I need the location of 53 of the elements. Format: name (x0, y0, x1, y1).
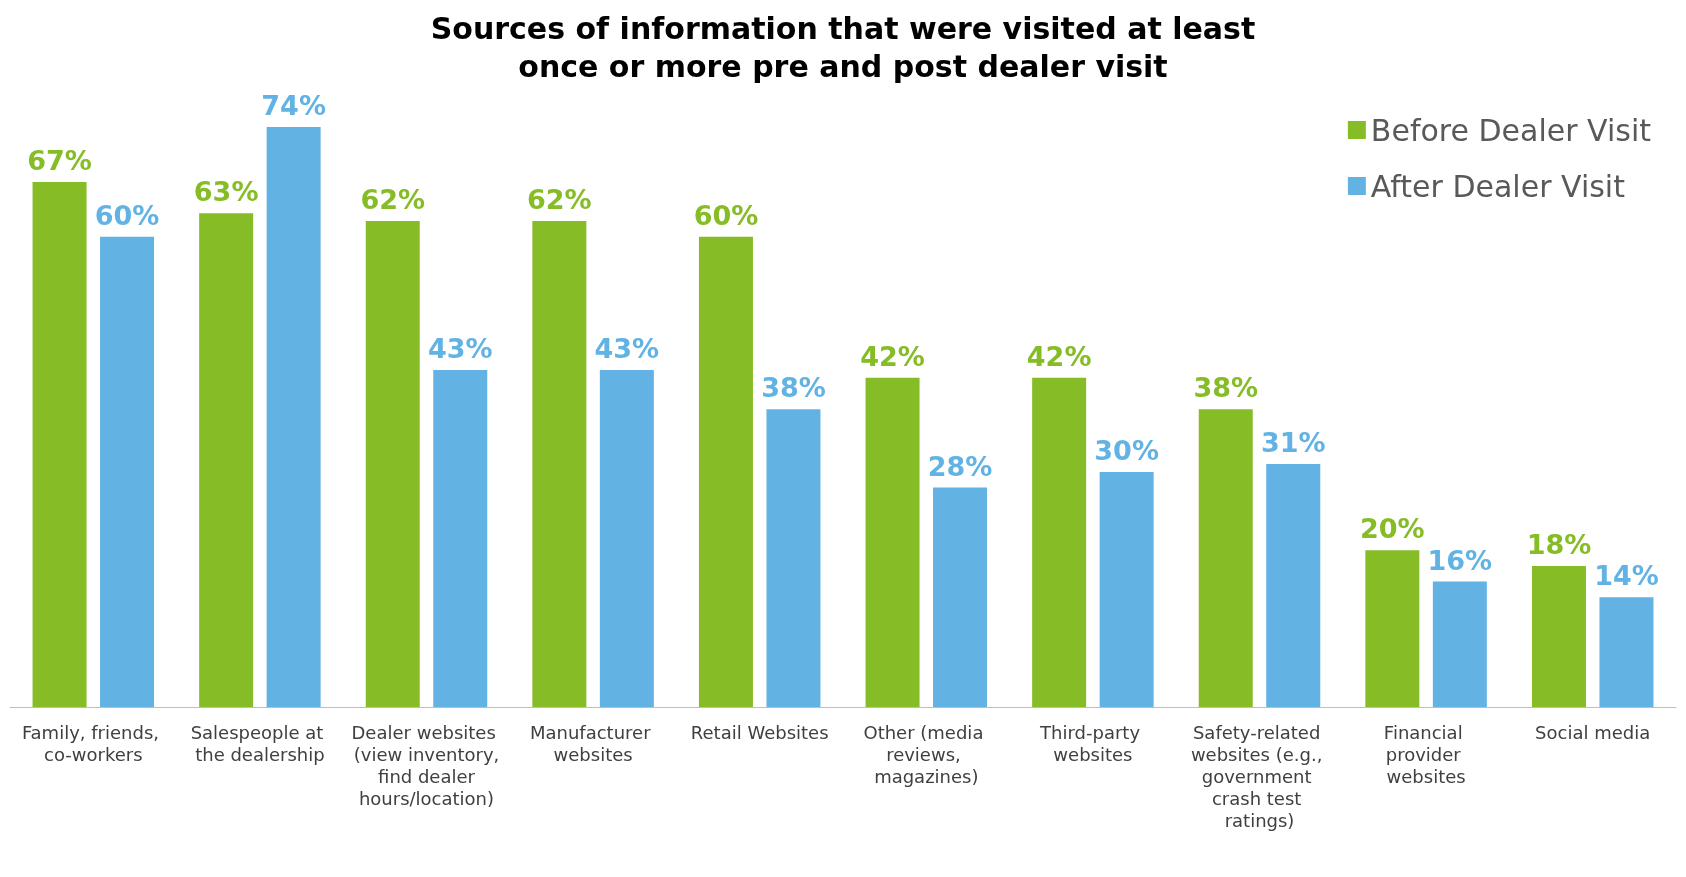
bar (1198, 409, 1253, 707)
legend-label: After Dealer Visit (1370, 168, 1626, 204)
bar (1531, 565, 1586, 707)
bar (433, 369, 488, 707)
x-tick-label: Manufacturer websites (529, 721, 657, 765)
bar (766, 409, 821, 707)
data-label: 42% (1026, 340, 1092, 372)
bar (266, 127, 321, 707)
x-tick-label: Dealer websites (view inventory, find dealer hours/location) (351, 721, 502, 809)
bar (365, 221, 420, 707)
bar (1032, 377, 1087, 707)
data-label: 31% (1260, 427, 1326, 459)
data-label: 18% (1526, 528, 1592, 560)
bar (1599, 597, 1654, 707)
bar (1432, 581, 1487, 707)
legend-label: Before Dealer Visit (1370, 112, 1652, 148)
x-tick-label: Family, friends, co-workers (21, 721, 165, 765)
bar (199, 213, 254, 707)
bar (933, 487, 988, 707)
data-label: 42% (860, 340, 925, 372)
bar (100, 236, 155, 707)
x-tick-label: Retail Websites (690, 721, 829, 743)
data-label: 60% (94, 199, 160, 231)
bar (32, 181, 87, 707)
data-label: 16% (1427, 544, 1493, 576)
data-label: 30% (1094, 434, 1159, 466)
data-label: 62% (527, 184, 592, 216)
bar (599, 369, 654, 707)
x-tick-label: Other (media reviews, magazines) (863, 721, 990, 787)
data-label: 74% (261, 90, 326, 122)
data-label: 43% (594, 332, 660, 364)
data-label: 14% (1594, 560, 1659, 592)
bar (698, 236, 753, 707)
data-label: 63% (193, 176, 259, 208)
data-label: 38% (761, 372, 826, 404)
bar (1099, 471, 1154, 707)
data-label: 60% (693, 199, 759, 231)
bar (1266, 464, 1321, 707)
bar (865, 377, 920, 707)
x-tick-label: Social media (1535, 721, 1651, 743)
data-label: 67% (27, 144, 92, 176)
bar (532, 221, 587, 707)
bar (1365, 550, 1420, 707)
data-label: 38% (1193, 372, 1259, 404)
data-label: 28% (927, 450, 993, 482)
x-tick-label: Financial provider websites (1383, 721, 1469, 787)
data-label: 43% (427, 332, 493, 364)
data-label: 20% (1360, 513, 1425, 545)
data-label: 62% (360, 184, 426, 216)
chart-title: Sources of information that were visited at least once or more pre and post dealer visit (430, 10, 1256, 84)
x-tick-label: Safety-related websites (e.g., government crash test ratings) (1190, 721, 1329, 831)
x-tick-label: Salespeople at the dealership (190, 721, 330, 765)
x-tick-label: Third-party websites (1039, 721, 1146, 765)
